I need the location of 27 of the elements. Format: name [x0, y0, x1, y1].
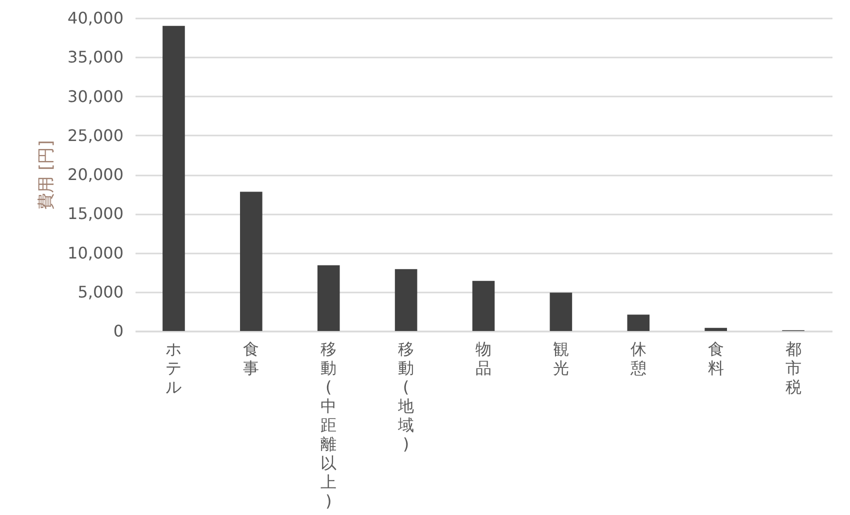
- y-tick-label: 40,000: [68, 8, 124, 28]
- y-tick-label: 35,000: [68, 48, 124, 67]
- y-tick-label: 5,000: [78, 282, 124, 302]
- x-tick-label: 物品: [476, 340, 492, 378]
- y-axis-title: 費用 [円]: [36, 140, 57, 210]
- x-tick-label: 移動(地域): [397, 340, 414, 454]
- x-tick-label: 観光: [552, 340, 569, 378]
- y-tick-label: 20,000: [68, 165, 124, 184]
- bar: [162, 26, 185, 331]
- bar: [704, 328, 727, 331]
- x-tick-label: 食事: [243, 340, 260, 378]
- y-tick-label: 0: [113, 322, 124, 340]
- x-tick-label: ホテル: [166, 340, 182, 396]
- bar: [317, 265, 340, 331]
- y-tick-label: 30,000: [68, 86, 124, 106]
- x-tick-label: 都市税: [785, 340, 802, 396]
- y-tick-label: 10,000: [68, 243, 124, 262]
- y-tick-label: 15,000: [68, 204, 124, 224]
- x-tick-label: 食料: [708, 340, 724, 378]
- bar: [394, 269, 418, 331]
- bar: [550, 292, 572, 331]
- bar: [627, 314, 650, 331]
- x-tick-label: 休憩: [629, 340, 646, 378]
- y-tick-label: 25,000: [68, 126, 124, 145]
- bar: [472, 280, 495, 331]
- bar: [240, 192, 262, 331]
- category-label: 移動(中距離以上): [320, 340, 337, 510]
